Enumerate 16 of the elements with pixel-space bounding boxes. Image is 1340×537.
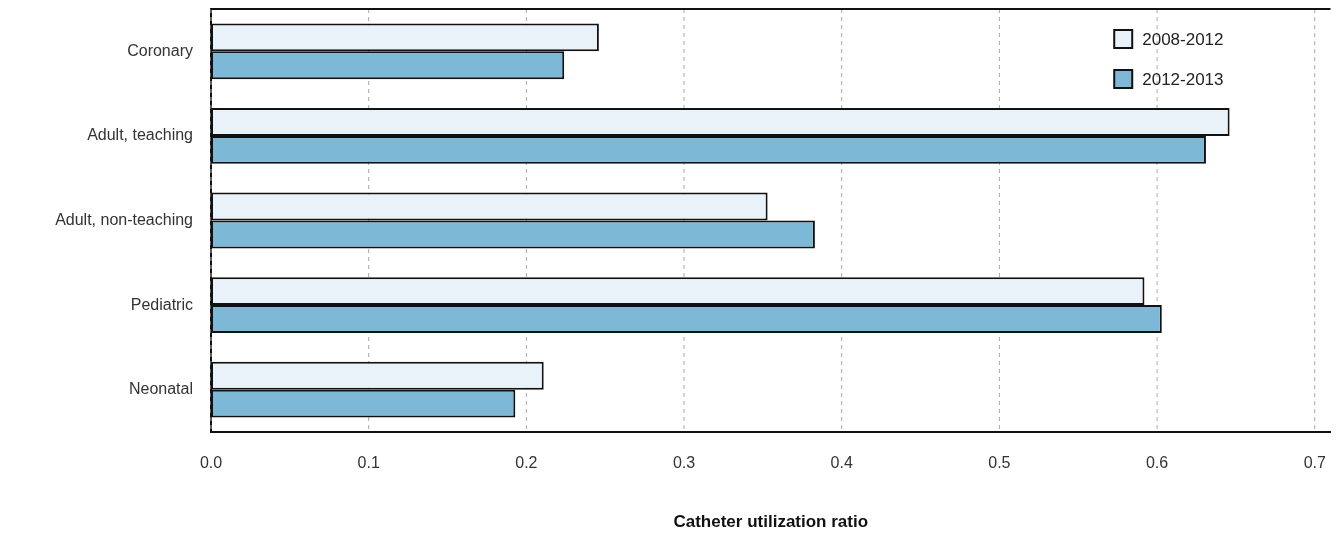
y-tick-label: Adult, non-teaching [55,210,193,228]
y-tick-label: Pediatric [130,295,193,313]
x-tick-label: 0.4 [830,454,853,472]
x-tick-label: 0.1 [357,454,380,472]
legend-label: 2012-2013 [1142,69,1224,89]
x-tick-label: 0.3 [672,454,696,472]
y-tick-label: Adult, teaching [87,126,193,144]
y-tick-label: Neonatal [128,380,193,398]
x-axis-title: Catheter utilization ratio [673,512,869,532]
x-tick-label: 0.0 [199,454,223,472]
x-tick-label: 0.2 [515,454,538,472]
x-tick-label: 0.6 [1145,454,1169,472]
x-tick-label: 0.7 [1303,454,1326,472]
y-tick-label: Coronary [127,41,193,59]
x-tick-label: 0.5 [988,454,1011,472]
legend-label: 2008-2012 [1142,29,1224,49]
